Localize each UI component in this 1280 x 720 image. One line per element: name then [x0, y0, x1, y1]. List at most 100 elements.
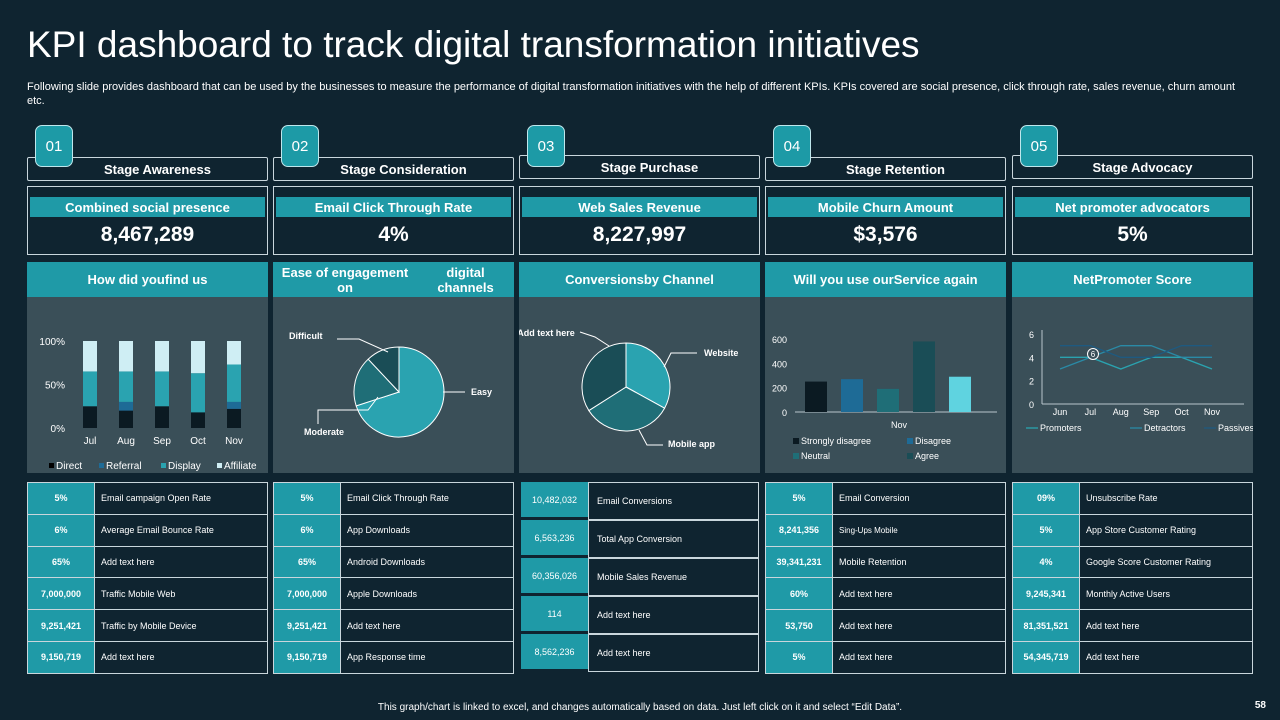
y-tick-label: 50% [45, 381, 65, 392]
x-tick-label: Nov [1204, 407, 1221, 417]
legend-swatch [161, 463, 166, 468]
metric-label: Mobile Sales Revenue [588, 558, 759, 596]
metric-label: Traffic by Mobile Device [94, 609, 268, 642]
metric-value: 53,750 [765, 609, 833, 642]
chart-title-line1: Will you use our [793, 272, 894, 287]
pie-slice [581, 342, 627, 412]
metric-label: Add text here [832, 609, 1006, 642]
kpi-label: Mobile Churn Amount [768, 197, 1003, 217]
pie-chart[interactable]: Easy Moderate Difficult [273, 297, 514, 473]
metric-label: Apple Downloads [340, 577, 514, 611]
y-tick-label: 400 [772, 359, 787, 369]
line-chart[interactable]: 0 2 4 6 Jun Jul Aug Sep Oct Nov 6 Promoters Detracto… [1012, 297, 1253, 473]
metric-label: Email Click Through Rate [340, 482, 514, 515]
legend-swatch [793, 453, 799, 459]
table-row: 9,251,421 Add text here [273, 609, 514, 642]
metric-value: 65% [27, 545, 95, 579]
page-number: 58 [1254, 700, 1266, 711]
footer-note: This graph/chart is linked to excel, and… [377, 702, 903, 713]
metrics-table: 09% Unsubscribe Rate 5% App Store Customer … [1012, 482, 1253, 674]
kpi-value: 8,227,997 [592, 223, 687, 246]
chart-title-line2: digital channels [437, 264, 494, 295]
chart-title-line1: Conversions [565, 272, 644, 287]
kpi-label: Email Click Through Rate [276, 197, 511, 217]
bar [913, 341, 935, 412]
table-row: 54,345,719 Add text here [1012, 640, 1253, 674]
legend-label: Neutral [801, 451, 830, 461]
chart-panel[interactable]: Net Promoter Score 0 2 4 6 Jun Jul Aug Sep Oct Nov… [1012, 262, 1253, 473]
chart-panel[interactable]: Conversions by Channel Website Mobile app A… [519, 262, 760, 473]
metric-label: Add text here [1079, 609, 1253, 642]
bar-segment [227, 408, 241, 428]
chart-title-line2: find us [164, 272, 208, 287]
table-row: 65% Add text here [27, 545, 268, 579]
metric-value: 6% [27, 513, 95, 547]
bar-segment [83, 341, 97, 372]
legend-swatch [49, 463, 54, 468]
stacked-bar-chart[interactable]: 0% 50% 100% Jul Aug Sep Oct Nov Direct Referral Di… [27, 297, 268, 473]
chart-title-line2: by Channel [643, 272, 714, 287]
stage-column-advocacy: Stage Advocacy 05 Net promoter advocator… [1012, 124, 1253, 674]
y-tick-label: 100% [39, 337, 65, 348]
metric-label: Google Score Customer Rating [1079, 545, 1253, 579]
stage-number-badge: 05 [1020, 125, 1058, 167]
table-row: 5% App Store Customer Rating [1012, 513, 1253, 547]
stage-title: Stage Consideration [273, 157, 514, 181]
table-row: 7,000,000 Traffic Mobile Web [27, 577, 268, 611]
metric-label: Total App Conversion [588, 520, 759, 558]
pie-label-website: Website [704, 348, 738, 358]
metric-label: Add text here [340, 609, 514, 642]
metric-value: 09% [1012, 482, 1080, 515]
pie-slice [353, 358, 400, 407]
metric-label: Sing-Ups Mobile [832, 513, 1006, 547]
chart-title-line1: Ease of engagement on [281, 264, 409, 295]
kpi-card: Web Sales Revenue 8,227,997 [519, 186, 760, 255]
pie-label-moderate: Moderate [304, 427, 344, 437]
bar [949, 376, 971, 412]
metric-label: Add text here [94, 545, 268, 579]
kpi-label: Combined social presence [30, 197, 265, 217]
bar-segment [83, 406, 97, 428]
x-tick-label: Jun [1053, 407, 1068, 417]
pie-slice [625, 342, 671, 409]
stage-number-badge: 01 [35, 125, 73, 167]
metric-value: 5% [273, 482, 341, 515]
metric-label: Average Email Bounce Rate [94, 513, 268, 547]
metric-label: App Response time [340, 640, 514, 674]
table-row: 114 Add text here [519, 596, 760, 634]
x-tick-label: Aug [117, 436, 135, 447]
page-subtitle: Following slide provides dashboard that … [27, 81, 1236, 107]
legend-swatch [99, 463, 104, 468]
table-row: 9,245,341 Monthly Active Users [1012, 577, 1253, 611]
x-tick-label: Nov [225, 436, 243, 447]
table-row: 39,341,231 Mobile Retention [765, 545, 1006, 579]
series-line [1060, 356, 1213, 370]
y-tick-label: 0 [1029, 400, 1034, 410]
bar-segment [155, 371, 169, 407]
pie-chart[interactable]: Website Mobile app Add text here [519, 297, 760, 473]
metrics-table: 10,482,032 Email Conversions 6,563,236 Tota… [519, 482, 760, 672]
metric-value: 7,000,000 [273, 577, 341, 611]
kpi-value: 4% [378, 223, 409, 246]
chart-panel[interactable]: Will you use our Service again 0 200 400 600… [765, 262, 1006, 473]
series-line [1060, 345, 1212, 358]
table-row: 60% Add text here [765, 577, 1006, 611]
y-tick-label: 200 [772, 384, 787, 394]
metric-value: 9,245,341 [1012, 577, 1080, 611]
metric-value: 10,482,032 [521, 482, 588, 517]
table-row: 9,251,421 Traffic by Mobile Device [27, 609, 268, 642]
table-row: 53,750 Add text here [765, 609, 1006, 642]
annotation-label: 6 [1091, 350, 1096, 359]
table-row: 9,150,719 Add text here [27, 640, 268, 674]
x-tick-label: Jul [1085, 407, 1097, 417]
bar-segment [119, 341, 133, 372]
table-row: 6% App Downloads [273, 513, 514, 547]
chart-panel[interactable]: Ease of engagement on digital channels Ea… [273, 262, 514, 473]
kpi-value: 5% [1117, 223, 1148, 246]
x-tick-label: Oct [1175, 407, 1190, 417]
table-row: 5% Add text here [765, 640, 1006, 674]
metric-value: 9,150,719 [27, 640, 95, 674]
bar-chart[interactable]: 0 200 400 600 Nov Strongly disagree Disagree Ne… [765, 297, 1006, 473]
chart-panel[interactable]: How did you find us 0% 50% 100% Jul Aug Sep Oct… [27, 262, 268, 473]
legend-label: Direct [56, 461, 82, 472]
